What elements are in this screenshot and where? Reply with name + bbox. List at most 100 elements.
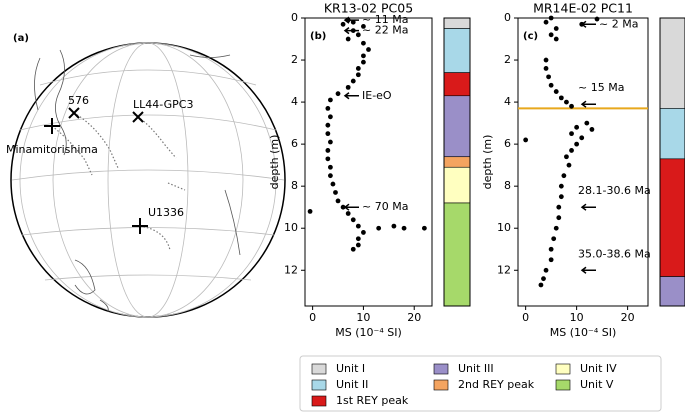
data-point bbox=[361, 53, 366, 59]
data-point bbox=[584, 120, 590, 126]
y-tick-label: 12 bbox=[497, 263, 511, 276]
legend-swatch bbox=[555, 363, 571, 375]
data-point bbox=[328, 164, 333, 170]
arrow bbox=[343, 27, 359, 35]
panel-label: (c) bbox=[523, 31, 538, 42]
data-point bbox=[553, 225, 559, 231]
data-point bbox=[376, 225, 382, 231]
unit-segment bbox=[443, 72, 471, 97]
data-point bbox=[556, 204, 562, 210]
data-point bbox=[558, 95, 564, 101]
site-label: 576 bbox=[68, 94, 89, 107]
data-point bbox=[401, 225, 407, 231]
legend-label: Unit II bbox=[336, 378, 368, 391]
arrow bbox=[343, 92, 359, 100]
data-point bbox=[589, 127, 595, 132]
data-point bbox=[543, 66, 549, 71]
annotation: ~ 15 Ma bbox=[578, 81, 624, 94]
data-point bbox=[325, 156, 331, 162]
data-point bbox=[350, 217, 356, 223]
data-point bbox=[569, 148, 574, 153]
data-point bbox=[594, 16, 600, 22]
site-markers bbox=[44, 107, 148, 234]
data-point bbox=[325, 131, 331, 137]
x-tick-label: 10 bbox=[356, 311, 370, 324]
data-point bbox=[361, 230, 366, 235]
arrow bbox=[343, 16, 359, 24]
data-point bbox=[574, 141, 580, 147]
data-point bbox=[558, 183, 564, 189]
annotation: ~ 11 Ma bbox=[362, 13, 408, 26]
data-point bbox=[345, 84, 351, 90]
y-tick-label: 6 bbox=[504, 137, 511, 150]
data-point bbox=[307, 209, 313, 214]
legend-box bbox=[299, 355, 662, 412]
unit-segment bbox=[659, 158, 685, 277]
data-point bbox=[551, 236, 557, 242]
data-point bbox=[340, 204, 346, 210]
y-tick-label: 4 bbox=[291, 95, 298, 108]
data-point bbox=[350, 246, 356, 252]
legend-swatch bbox=[311, 363, 327, 375]
data-point bbox=[541, 276, 546, 282]
annotation: ~ 70 Ma bbox=[362, 200, 408, 213]
data-point bbox=[569, 103, 574, 109]
data-point bbox=[574, 124, 580, 130]
data-point bbox=[553, 26, 559, 31]
legend-label: Unit V bbox=[580, 378, 614, 391]
data-point bbox=[345, 36, 351, 42]
data-point bbox=[543, 19, 549, 25]
unit-segment bbox=[659, 276, 685, 307]
data-point bbox=[328, 139, 333, 145]
unit-segment bbox=[443, 28, 471, 73]
unit-segment bbox=[443, 202, 471, 307]
data-point bbox=[543, 57, 549, 63]
unit-segment bbox=[443, 17, 471, 29]
arrow bbox=[343, 203, 359, 211]
arrow bbox=[580, 203, 596, 211]
x-tick-label: 10 bbox=[570, 311, 584, 324]
y-axis-label: depth (m) bbox=[481, 135, 494, 190]
arrow bbox=[580, 100, 596, 108]
data-point bbox=[548, 82, 554, 88]
legend-label: 1st REY peak bbox=[336, 394, 409, 407]
arrow bbox=[580, 20, 596, 28]
x-tick-label: 0 bbox=[309, 311, 316, 324]
legend-swatch bbox=[433, 379, 449, 391]
legend-swatch bbox=[433, 363, 449, 375]
y-tick-label: 12 bbox=[284, 263, 298, 276]
data-point bbox=[361, 24, 366, 29]
data-point bbox=[355, 32, 361, 38]
y-tick-label: 8 bbox=[504, 179, 511, 192]
data-point bbox=[566, 162, 572, 168]
unit-segment bbox=[659, 108, 685, 160]
y-axis-label: depth (m) bbox=[268, 135, 281, 190]
annotation: IE-eO bbox=[362, 89, 392, 102]
plot-frame bbox=[517, 17, 649, 307]
data-point bbox=[548, 15, 554, 21]
data-point bbox=[548, 32, 554, 38]
data-point bbox=[556, 215, 562, 221]
panel-label: (a) bbox=[13, 33, 29, 44]
y-tick-label: 4 bbox=[504, 95, 511, 108]
y-tick-label: 0 bbox=[291, 11, 298, 24]
globe-map: (a) 576 LL44-GPC3 Minamitorishima U1336 bbox=[6, 33, 286, 318]
data-point bbox=[361, 59, 366, 65]
x-axis-label: MS (10⁻⁴ SI) bbox=[335, 326, 402, 339]
data-point bbox=[330, 181, 336, 187]
legend-swatch bbox=[555, 379, 571, 391]
data-point bbox=[325, 148, 331, 153]
unit-segment bbox=[443, 95, 471, 158]
column-frame bbox=[659, 17, 685, 307]
annotation: 35.0-38.6 Ma bbox=[578, 247, 651, 260]
legend-swatch bbox=[311, 395, 327, 407]
data-point bbox=[421, 225, 427, 231]
data-point bbox=[546, 74, 551, 80]
data-point bbox=[325, 122, 331, 128]
plot-frame bbox=[304, 17, 433, 307]
panel-label: (b) bbox=[310, 31, 326, 42]
data-point bbox=[355, 66, 361, 71]
y-tick-label: 10 bbox=[497, 221, 511, 234]
data-point bbox=[335, 91, 341, 97]
